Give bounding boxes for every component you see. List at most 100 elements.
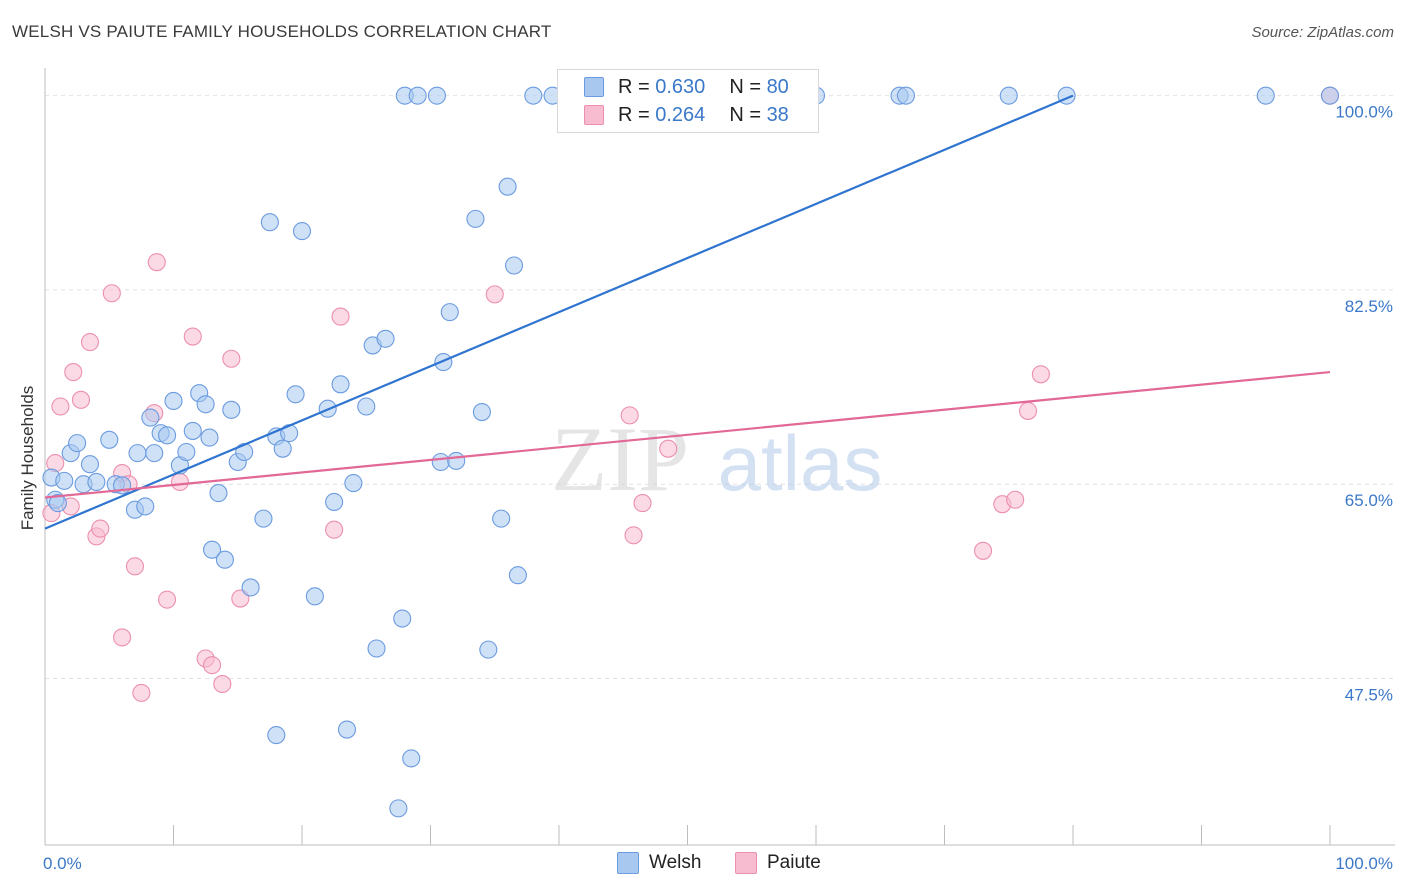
welsh-point — [999, 86, 1018, 105]
welsh-trend-line — [44, 94, 1074, 530]
welsh-point — [524, 86, 543, 105]
welsh-point — [434, 353, 453, 372]
welsh-point — [466, 209, 485, 228]
welsh-point — [504, 256, 524, 275]
welsh-point — [431, 452, 450, 472]
legend-r-value-paiute: 0.264 — [655, 103, 706, 126]
paiute-point — [158, 590, 177, 609]
legend-label-paiute: Paiute — [767, 852, 821, 873]
welsh-point — [87, 472, 106, 492]
welsh-points — [42, 86, 1340, 818]
watermark: ZIP atlas — [551, 408, 882, 510]
legend-r-label: R = — [618, 75, 650, 98]
welsh-point — [100, 430, 119, 449]
legend-row-welsh: R = 0.630 N = 80 — [584, 73, 789, 101]
paiute-point — [91, 519, 110, 538]
welsh-point — [337, 720, 357, 739]
legend-item-welsh[interactable]: Welsh — [617, 852, 701, 874]
legend-swatch-welsh — [584, 77, 604, 97]
legend-n-label: N = — [729, 75, 761, 98]
welsh-point — [447, 451, 466, 470]
paiute-point — [203, 656, 222, 675]
welsh-point — [209, 484, 228, 503]
paiute-point — [325, 520, 344, 539]
welsh-point — [408, 86, 427, 105]
paiute-trend-line — [44, 370, 1331, 499]
welsh-point — [1256, 86, 1275, 105]
welsh-point — [286, 385, 305, 404]
legend-swatch-welsh — [617, 852, 639, 874]
welsh-point — [357, 397, 376, 416]
welsh-point — [128, 444, 147, 463]
welsh-point — [292, 222, 312, 241]
welsh-point — [389, 799, 408, 818]
welsh-point — [402, 749, 421, 768]
paiute-point — [51, 397, 70, 416]
x-tick-label-min: 0.0% — [43, 854, 82, 873]
welsh-point — [235, 442, 254, 462]
series-legend: Welsh Paiute — [0, 852, 1406, 878]
welsh-point — [305, 587, 324, 606]
welsh-point — [177, 442, 196, 462]
welsh-point — [254, 509, 273, 528]
welsh-point — [80, 455, 100, 474]
paiute-points — [42, 86, 1340, 702]
paiute-point — [620, 406, 639, 425]
welsh-point — [55, 471, 74, 490]
welsh-point — [508, 566, 527, 585]
legend-r-value-welsh: 0.630 — [655, 75, 706, 98]
welsh-point — [393, 609, 412, 628]
welsh-point — [145, 444, 164, 463]
paiute-point — [231, 589, 250, 608]
welsh-point — [1320, 86, 1340, 105]
chart-title: WELSH VS PAIUTE FAMILY HOUSEHOLDS CORREL… — [12, 22, 552, 41]
welsh-point — [492, 509, 511, 528]
welsh-point — [344, 474, 363, 493]
correlation-legend: R = 0.630 N = 80 R = 0.264 N = 38 — [557, 69, 819, 133]
y-tick-label: 100.0% — [1335, 103, 1393, 122]
paiute-point — [213, 674, 232, 694]
welsh-point — [183, 421, 202, 440]
paiute-point — [170, 472, 189, 492]
welsh-point — [241, 578, 260, 597]
welsh-point — [472, 402, 491, 422]
welsh-point — [331, 375, 350, 394]
y-tick-label: 82.5% — [1345, 297, 1393, 316]
axes — [44, 68, 1395, 846]
paiute-point — [659, 439, 678, 458]
paiute-point — [1031, 365, 1050, 384]
welsh-point — [200, 428, 219, 447]
paiute-point — [113, 628, 132, 647]
paiute-point — [64, 363, 83, 382]
legend-label-welsh: Welsh — [649, 852, 702, 873]
welsh-point — [260, 213, 279, 232]
legend-item-paiute[interactable]: Paiute — [735, 852, 821, 874]
paiute-point — [331, 307, 350, 326]
legend-n-value-paiute: 38 — [766, 103, 789, 126]
source-label: Source: ZipAtlas.com — [1251, 24, 1394, 41]
paiute-point — [147, 253, 166, 272]
paiute-point — [71, 390, 91, 409]
paiute-point — [102, 284, 121, 303]
watermark-zip: ZIP — [551, 408, 689, 510]
welsh-point — [440, 303, 459, 322]
paiute-point — [624, 526, 643, 545]
welsh-point — [196, 395, 215, 414]
legend-n-label: N = — [729, 103, 761, 126]
paiute-point — [132, 683, 151, 702]
paiute-point — [183, 327, 202, 346]
watermark-atlas: atlas — [718, 419, 883, 507]
paiute-point — [1006, 490, 1025, 509]
legend-swatch-paiute — [584, 105, 604, 125]
paiute-point — [222, 349, 241, 368]
welsh-point — [136, 497, 155, 516]
welsh-point — [367, 639, 386, 658]
welsh-point — [896, 86, 916, 105]
welsh-point — [203, 540, 222, 559]
legend-n-value-welsh: 80 — [766, 75, 789, 98]
legend-row-paiute: R = 0.264 N = 38 — [584, 101, 789, 129]
welsh-point — [48, 494, 67, 513]
welsh-point — [427, 86, 446, 105]
welsh-point — [376, 329, 395, 348]
